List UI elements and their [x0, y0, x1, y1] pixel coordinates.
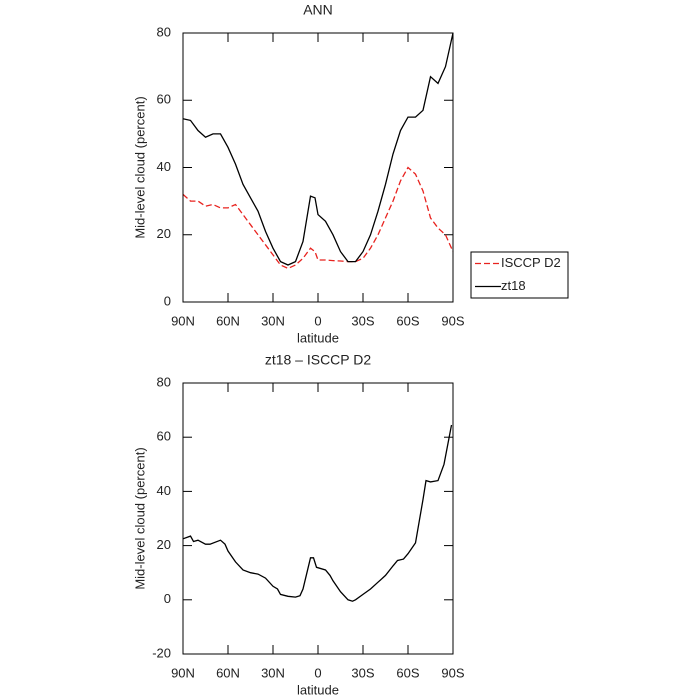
y-tick-label: 60	[157, 429, 171, 444]
x-tick-label: 60S	[396, 665, 419, 680]
x-axis-label: latitude	[297, 330, 339, 345]
legend-label: ISCCP D2	[501, 255, 561, 270]
chart-title: zt18 – ISCCP D2	[265, 352, 372, 368]
x-tick-label: 90N	[171, 665, 195, 680]
x-axis-label: latitude	[297, 682, 339, 697]
y-tick-label: 0	[164, 293, 171, 308]
x-tick-label: 0	[314, 665, 321, 680]
x-tick-label: 30S	[351, 313, 374, 328]
plot-frame	[182, 32, 454, 303]
x-tick-label: 60N	[216, 313, 240, 328]
x-tick-label: 30N	[261, 665, 285, 680]
legend-box	[470, 251, 569, 299]
x-tick-label: 30N	[261, 313, 285, 328]
series-line	[182, 424, 453, 602]
series-line	[182, 166, 454, 270]
y-tick-label: 60	[157, 92, 171, 107]
y-tick-label: 40	[157, 159, 171, 174]
y-axis-label: Mid-level cloud (percent)	[132, 96, 147, 238]
y-tick-label: 20	[157, 226, 171, 241]
x-tick-label: 30S	[351, 665, 374, 680]
y-tick-label: 40	[157, 483, 171, 498]
x-tick-label: 90S	[441, 313, 464, 328]
series-line	[182, 32, 454, 266]
x-tick-label: 90S	[441, 665, 464, 680]
y-tick-label: 20	[157, 537, 171, 552]
x-tick-label: 0	[314, 313, 321, 328]
y-tick-label: 0	[164, 591, 171, 606]
y-tick-label: -20	[152, 645, 171, 660]
x-tick-label: 60S	[396, 313, 419, 328]
y-tick-label: 80	[157, 24, 171, 39]
x-tick-label: 90N	[171, 313, 195, 328]
y-axis-label: Mid-level cloud (percent)	[132, 447, 147, 589]
legend-label: zt18	[501, 278, 526, 293]
x-tick-label: 60N	[216, 665, 240, 680]
plot-frame	[182, 382, 454, 655]
y-tick-label: 80	[157, 374, 171, 389]
chart-title: ANN	[303, 2, 333, 18]
